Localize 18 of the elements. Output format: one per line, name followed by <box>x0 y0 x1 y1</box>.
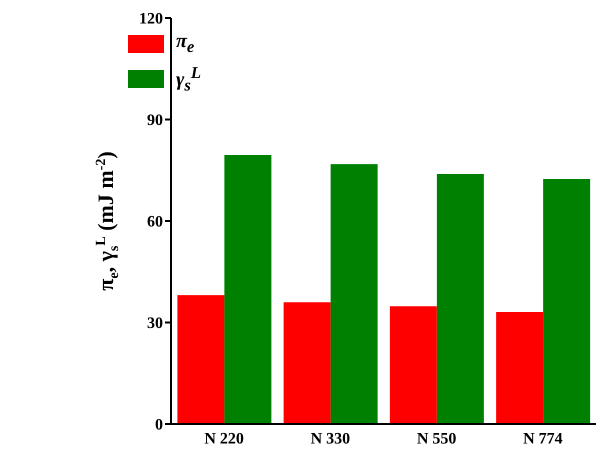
bar <box>330 164 378 424</box>
x-tick-label: N 550 <box>416 430 456 448</box>
bar <box>177 295 224 424</box>
y-tick-label: 60 <box>147 214 163 231</box>
bar <box>543 179 590 424</box>
y-tick-label: 120 <box>139 10 163 28</box>
y-tick-label: 30 <box>147 315 163 332</box>
bar <box>496 312 544 424</box>
bar <box>224 155 272 424</box>
bar <box>436 174 484 424</box>
bar <box>390 306 437 424</box>
y-tick-label: 90 <box>147 112 163 130</box>
bar <box>284 302 331 424</box>
x-tick-label: N 220 <box>204 430 244 448</box>
y-tick-label: 0 <box>155 416 163 434</box>
x-tick-label: N 774 <box>523 430 563 448</box>
legend-label: π$_{e}$ <box>176 30 194 57</box>
x-tick-label: N 330 <box>310 430 350 448</box>
